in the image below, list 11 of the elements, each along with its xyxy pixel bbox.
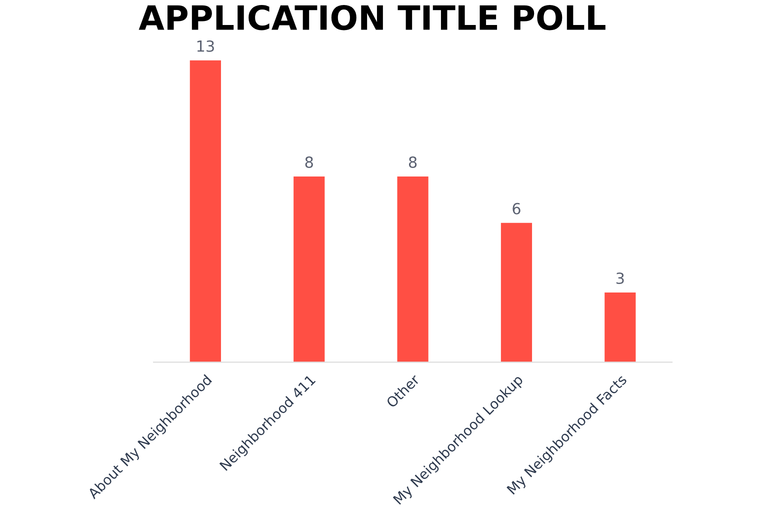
bar (190, 60, 221, 362)
bar (604, 292, 636, 362)
bar (397, 176, 428, 362)
bar (500, 222, 532, 362)
data-label: 13 (197, 40, 214, 52)
data-label: 8 (305, 156, 313, 168)
data-label: 8 (408, 156, 417, 168)
data-label: 3 (616, 272, 624, 284)
chart-title: APPLICATION TITLE POLL (138, 4, 606, 30)
bar (294, 176, 325, 362)
data-label: 6 (512, 202, 520, 214)
